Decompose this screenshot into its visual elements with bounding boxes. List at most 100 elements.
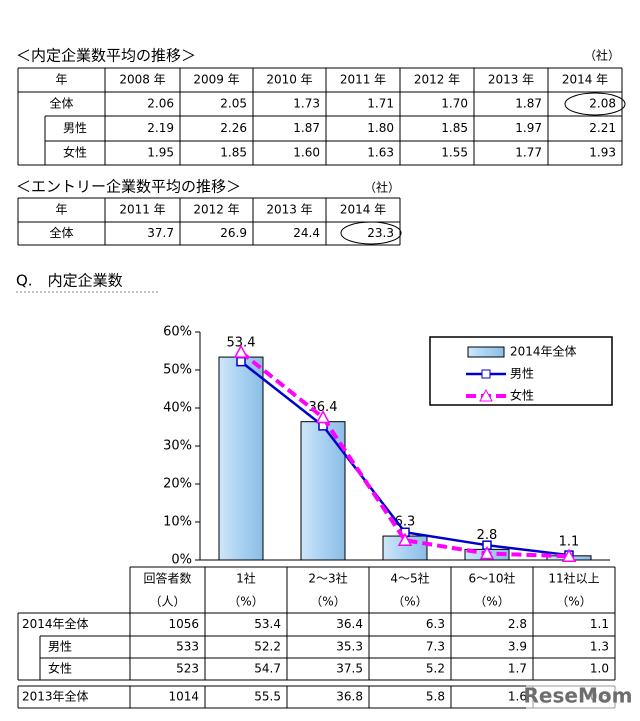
cell: 52.2	[254, 640, 281, 654]
cell: 533	[176, 640, 199, 654]
cell: 1.0	[590, 662, 609, 676]
legend-label: 女性	[510, 388, 534, 403]
row-label: 2014年全体	[22, 616, 89, 631]
table1-unit: （社）	[584, 48, 620, 63]
header-cell: 6～10社	[469, 571, 516, 586]
y-tick-label: 60%	[163, 325, 192, 340]
table1-title: ＜内定企業数平均の推移＞	[16, 47, 196, 65]
cell: 1056	[168, 617, 199, 631]
row-label: 全体	[49, 96, 73, 111]
cell: 24.4	[293, 226, 320, 240]
cell: 23.3	[367, 226, 394, 240]
header-cell: 11社以上	[548, 571, 599, 586]
row-label: 男性	[63, 121, 87, 135]
cell: 1.95	[147, 146, 174, 160]
y-tick-label: 50%	[163, 363, 192, 378]
row-label: 女性	[48, 661, 72, 676]
table2-title: ＜エントリー企業数平均の推移＞	[16, 178, 241, 196]
row-label: 男性	[48, 640, 72, 654]
cell: 1.93	[589, 146, 616, 160]
header-cell: 年	[55, 203, 67, 217]
cell: 7.3	[426, 640, 445, 654]
row-label: 2013年全体	[22, 689, 89, 704]
data-label: 53.4	[227, 336, 256, 351]
cell: 1.1	[590, 617, 609, 631]
header-cell: 2013 年	[266, 203, 312, 217]
watermark: ReseMom	[524, 684, 633, 708]
cell: 54.7	[254, 662, 281, 676]
cell: 53.4	[254, 617, 281, 631]
cell: 5.8	[426, 690, 445, 704]
header-cell: 2013 年	[488, 73, 534, 87]
cell: 1.77	[515, 146, 542, 160]
y-tick-label: 20%	[163, 477, 192, 492]
unit-cell: （%）	[392, 595, 427, 609]
marker	[315, 409, 331, 424]
cell: 1.6	[508, 690, 527, 704]
cell: 2.08	[589, 97, 616, 111]
unit-cell: （%）	[228, 595, 263, 609]
legend-label: 男性	[510, 367, 534, 381]
marker	[397, 532, 413, 546]
header-cell: 4～5社	[390, 571, 429, 586]
cell: 36.4	[336, 617, 363, 631]
legend-label: 2014年全体	[510, 344, 577, 359]
cell: 1.60	[293, 146, 320, 160]
unit-cell: （人）	[149, 595, 185, 609]
table2-unit: （社）	[364, 180, 400, 195]
watermark-bg	[526, 684, 630, 710]
header-cell: 2012 年	[193, 203, 239, 217]
unit-cell: （%）	[556, 595, 591, 609]
cell: 1.87	[515, 97, 542, 111]
cell: 2.8	[508, 617, 527, 631]
cell: 6.3	[426, 617, 445, 631]
header-cell: 1社	[236, 571, 256, 586]
cell: 2.06	[147, 97, 174, 111]
y-tick-label: 40%	[163, 401, 192, 416]
marker	[233, 344, 249, 358]
cell: 2.21	[589, 121, 616, 135]
cell: 3.9	[508, 640, 527, 654]
header-cell: 年	[55, 73, 67, 87]
header-cell: 2011 年	[340, 73, 386, 87]
header-cell: 2010 年	[266, 73, 312, 87]
cell: 1.3	[590, 640, 609, 654]
header-cell: 2012 年	[414, 73, 460, 87]
cell: 1.63	[367, 146, 394, 160]
cell: 1.70	[441, 97, 468, 111]
bar	[300, 421, 346, 561]
y-tick-label: 30%	[163, 439, 192, 454]
data-label: 1.1	[559, 534, 580, 549]
y-tick-label: 0%	[171, 553, 192, 568]
header-cell: 2～3社	[308, 571, 347, 586]
legend-marker	[481, 369, 491, 379]
cell: 37.7	[147, 226, 174, 240]
cell: 2.05	[220, 97, 247, 111]
cell: 1.80	[367, 121, 394, 135]
cell: 1.87	[293, 121, 320, 135]
row-label: 女性	[63, 145, 87, 160]
bar	[218, 356, 264, 561]
unit-cell: （%）	[474, 595, 509, 609]
unit-cell: （%）	[310, 595, 345, 609]
cell: 1.71	[367, 97, 394, 111]
cell: 35.3	[336, 640, 363, 654]
header-cell: 2008 年	[119, 73, 165, 87]
data-label: 2.8	[477, 528, 498, 543]
header-cell: 2011 年	[119, 203, 165, 217]
cell: 1.97	[515, 121, 542, 135]
circle	[564, 92, 626, 116]
cell: 2.26	[220, 121, 247, 135]
cell: 36.8	[336, 690, 363, 704]
cell: 1.55	[441, 146, 468, 160]
legend-box	[429, 336, 613, 406]
legend-marker	[479, 388, 493, 402]
marker	[561, 548, 577, 562]
cell: 2.19	[147, 121, 174, 135]
heading: Q. 内定企業数	[16, 272, 123, 290]
marker	[236, 356, 246, 367]
header-cell: 2009 年	[193, 73, 239, 87]
cell: 26.9	[220, 226, 247, 240]
y-tick-label: 10%	[163, 515, 192, 530]
